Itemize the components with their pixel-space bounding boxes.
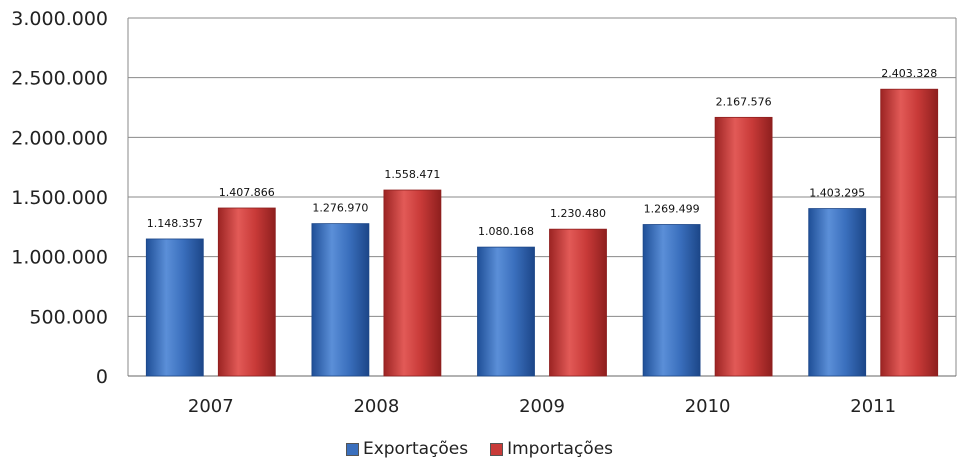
data-label-exportacoes-2007: 1.148.357 [147,217,203,230]
bar-importacoes-2011 [880,88,939,377]
data-label-importacoes-2010: 2.167.576 [716,95,772,108]
data-label-importacoes-2008: 1.558.471 [384,168,440,181]
y-tick-label: 2.000.000 [11,127,108,149]
bar-exportacoes-2007 [145,238,204,377]
x-tick-label: 2009 [519,396,565,417]
legend: Exportações Importações [0,438,959,460]
data-label-exportacoes-2010: 1.269.499 [644,203,700,216]
bar-exportacoes-2011 [808,208,867,377]
y-tick-label: 1.500.000 [11,187,108,209]
legend-swatch-importacoes [490,442,504,456]
data-label-importacoes-2011: 2.403.328 [881,67,937,80]
legend-item-importacoes: Importações [490,439,613,459]
data-label-exportacoes-2009: 1.080.168 [478,225,534,238]
x-tick-label: 2011 [850,396,896,417]
data-label-importacoes-2009: 1.230.480 [550,207,606,220]
y-tick-label: 3.000.000 [11,8,108,30]
bar-importacoes-2009 [549,228,607,377]
legend-swatch-exportacoes [345,442,359,456]
legend-label-exportacoes: Exportações [362,439,469,459]
bar-exportacoes-2008 [311,223,370,377]
y-tick-label: 1.000.000 [11,247,108,269]
bar-importacoes-2010 [714,116,773,377]
x-tick-label: 2010 [685,396,731,417]
y-tick-label: 2.500.000 [11,68,108,90]
data-label-exportacoes-2011: 1.403.295 [809,187,865,200]
bar-importacoes-2007 [217,207,276,377]
bar-exportacoes-2010 [642,224,701,377]
legend-label-importacoes: Importações [507,439,614,459]
x-tick-label: 2007 [188,396,234,417]
legend-item-exportacoes: Exportações [345,439,469,459]
y-tick-label: 0 [96,366,108,388]
x-tick-label: 2008 [353,396,399,417]
data-label-exportacoes-2008: 1.276.970 [312,202,368,215]
bar-importacoes-2008 [383,189,442,377]
chart-canvas: 0 500.000 1.000.000 1.500.000 2.000.000 2.500… [11,8,957,417]
y-tick-label: 500.000 [29,306,108,328]
bar-exportacoes-2009 [477,246,535,377]
data-label-importacoes-2007: 1.407.866 [219,186,275,199]
